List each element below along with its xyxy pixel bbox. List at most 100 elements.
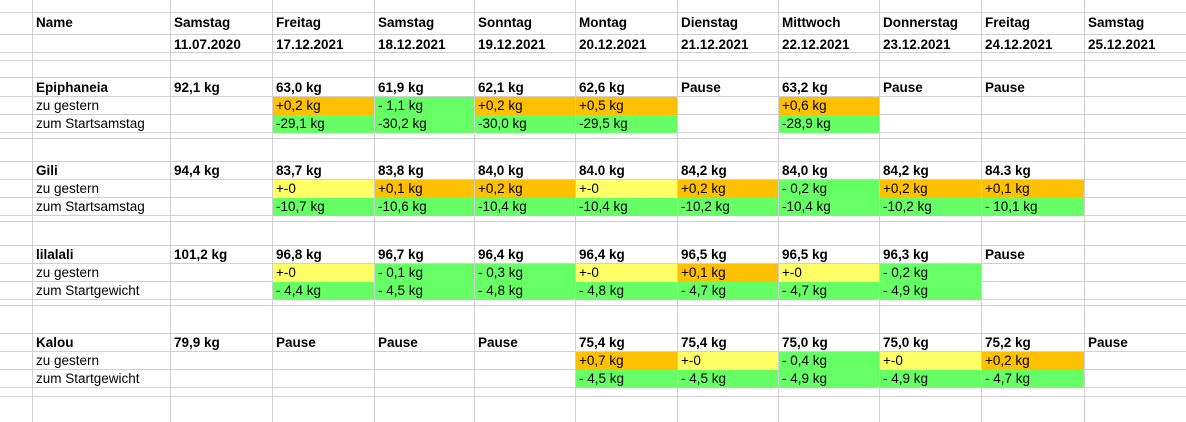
total-label[interactable]: zum Startsamstag xyxy=(36,199,145,214)
total-label[interactable]: zum Startsamstag xyxy=(36,116,145,131)
delta-cell[interactable] xyxy=(273,352,374,370)
header-date[interactable]: 19.12.2021 xyxy=(478,37,546,52)
weight-cell[interactable]: 79,9 kg xyxy=(174,335,220,350)
total-cell[interactable]: - 4,5 kg xyxy=(678,370,778,388)
total-cell[interactable] xyxy=(1085,115,1186,133)
delta-cell[interactable]: +-0 xyxy=(576,180,677,198)
delta-cell[interactable] xyxy=(678,97,778,115)
header-date[interactable]: 25.12.2021 xyxy=(1088,37,1156,52)
total-cell[interactable] xyxy=(273,370,374,388)
header-date[interactable]: 11.07.2020 xyxy=(174,37,241,52)
weight-cell[interactable]: 75,0 kg xyxy=(782,335,828,350)
weight-cell[interactable]: 92,1 kg xyxy=(174,80,220,95)
total-cell[interactable]: - 4,8 kg xyxy=(576,282,677,300)
header-day[interactable]: Freitag xyxy=(985,15,1031,30)
delta-cell[interactable]: - 0,2 kg xyxy=(880,264,981,282)
delta-cell[interactable]: +0,1 kg xyxy=(678,264,778,282)
delta-cell[interactable] xyxy=(171,352,272,370)
weight-cell[interactable]: 75,2 kg xyxy=(985,335,1031,350)
total-cell[interactable]: - 4,9 kg xyxy=(880,370,981,388)
weight-cell[interactable]: 63,0 kg xyxy=(276,80,322,95)
delta-cell[interactable]: +-0 xyxy=(273,264,374,282)
weight-cell[interactable]: Pause xyxy=(883,80,923,95)
total-cell[interactable] xyxy=(375,370,474,388)
delta-cell[interactable]: - 0,1 kg xyxy=(375,264,474,282)
weight-cell[interactable]: 75,4 kg xyxy=(579,335,625,350)
person-name[interactable]: lilalali xyxy=(36,247,74,262)
total-cell[interactable]: - 4,7 kg xyxy=(678,282,778,300)
total-cell[interactable]: -30,2 kg xyxy=(375,115,474,133)
weight-cell[interactable]: 96,3 kg xyxy=(883,247,929,262)
delta-cell[interactable]: +0,2 kg xyxy=(880,180,981,198)
delta-cell[interactable] xyxy=(171,180,272,198)
weight-cell[interactable]: 62,1 kg xyxy=(478,80,524,95)
weight-cell[interactable]: 96,7 kg xyxy=(378,247,424,262)
header-date[interactable]: 23.12.2021 xyxy=(883,37,951,52)
delta-cell[interactable] xyxy=(1085,97,1186,115)
delta-cell[interactable]: +0,5 kg xyxy=(576,97,677,115)
total-cell[interactable] xyxy=(475,370,575,388)
total-label[interactable]: zum Startgewicht xyxy=(36,283,140,298)
header-date[interactable]: 17.12.2021 xyxy=(276,37,344,52)
total-cell[interactable]: -10,4 kg xyxy=(475,198,575,216)
header-date[interactable]: 22.12.2021 xyxy=(782,37,850,52)
delta-cell[interactable]: +-0 xyxy=(678,352,778,370)
header-day[interactable]: Samstag xyxy=(1088,15,1145,30)
total-cell[interactable]: -28,9 kg xyxy=(779,115,879,133)
delta-cell[interactable] xyxy=(475,352,575,370)
delta-cell[interactable]: - 0,3 kg xyxy=(475,264,575,282)
weight-cell[interactable] xyxy=(1085,79,1186,97)
total-cell[interactable]: -10,6 kg xyxy=(375,198,474,216)
delta-cell[interactable]: +0,1 kg xyxy=(982,180,1084,198)
delta-cell[interactable] xyxy=(1085,352,1186,370)
weight-cell[interactable]: Pause xyxy=(985,80,1025,95)
delta-cell[interactable]: +0,2 kg xyxy=(475,180,575,198)
delta-label[interactable]: zu gestern xyxy=(36,265,100,280)
total-cell[interactable]: - 4,8 kg xyxy=(475,282,575,300)
total-cell[interactable]: - 4,7 kg xyxy=(982,370,1084,388)
weight-cell[interactable]: 75,0 kg xyxy=(883,335,929,350)
total-cell[interactable] xyxy=(171,370,272,388)
weight-cell[interactable]: 96,8 kg xyxy=(276,247,322,262)
weight-cell[interactable]: 61,9 kg xyxy=(378,80,424,95)
weight-cell[interactable]: 84,2 kg xyxy=(681,163,727,178)
total-cell[interactable]: - 4,5 kg xyxy=(375,282,474,300)
total-cell[interactable]: - 10,1 kg xyxy=(982,198,1084,216)
delta-cell[interactable]: +0,2 kg xyxy=(982,352,1084,370)
person-name[interactable]: Epiphaneia xyxy=(36,80,109,95)
person-name[interactable]: Gili xyxy=(36,163,58,178)
total-cell[interactable]: - 4,5 kg xyxy=(576,370,677,388)
header-name[interactable]: Name xyxy=(36,15,73,30)
total-cell[interactable] xyxy=(1085,370,1186,388)
weight-cell[interactable]: 62,6 kg xyxy=(579,80,625,95)
weight-cell[interactable]: 84,2 kg xyxy=(883,163,929,178)
delta-cell[interactable] xyxy=(171,97,272,115)
delta-cell[interactable]: - 0,2 kg xyxy=(779,180,879,198)
delta-cell[interactable]: +0,2 kg xyxy=(475,97,575,115)
delta-cell[interactable] xyxy=(880,97,981,115)
delta-cell[interactable]: - 0,4 kg xyxy=(779,352,879,370)
total-cell[interactable] xyxy=(678,115,778,133)
total-cell[interactable] xyxy=(982,115,1084,133)
total-cell[interactable]: - 4,9 kg xyxy=(880,282,981,300)
total-cell[interactable]: -10,4 kg xyxy=(779,198,879,216)
weight-cell[interactable]: 84.3 kg xyxy=(985,163,1031,178)
header-day[interactable]: Donnerstag xyxy=(883,15,959,30)
delta-cell[interactable] xyxy=(171,264,272,282)
weight-cell[interactable]: 84,0 kg xyxy=(478,163,524,178)
weight-cell[interactable]: Pause xyxy=(985,247,1025,262)
total-label[interactable]: zum Startgewicht xyxy=(36,371,140,386)
delta-cell[interactable]: +0,1 kg xyxy=(375,180,474,198)
weight-cell[interactable]: 63,2 kg xyxy=(782,80,828,95)
weight-cell[interactable]: 83,8 kg xyxy=(378,163,424,178)
delta-cell[interactable]: +-0 xyxy=(779,264,879,282)
total-cell[interactable] xyxy=(171,282,272,300)
total-cell[interactable]: -29,1 kg xyxy=(273,115,374,133)
weight-cell[interactable]: 96,4 kg xyxy=(579,247,625,262)
delta-label[interactable]: zu gestern xyxy=(36,98,100,113)
total-cell[interactable]: -10,2 kg xyxy=(678,198,778,216)
header-day[interactable]: Montag xyxy=(579,15,627,30)
weight-cell[interactable] xyxy=(1085,246,1186,264)
total-cell[interactable]: -10,4 kg xyxy=(576,198,677,216)
total-cell[interactable] xyxy=(171,198,272,216)
